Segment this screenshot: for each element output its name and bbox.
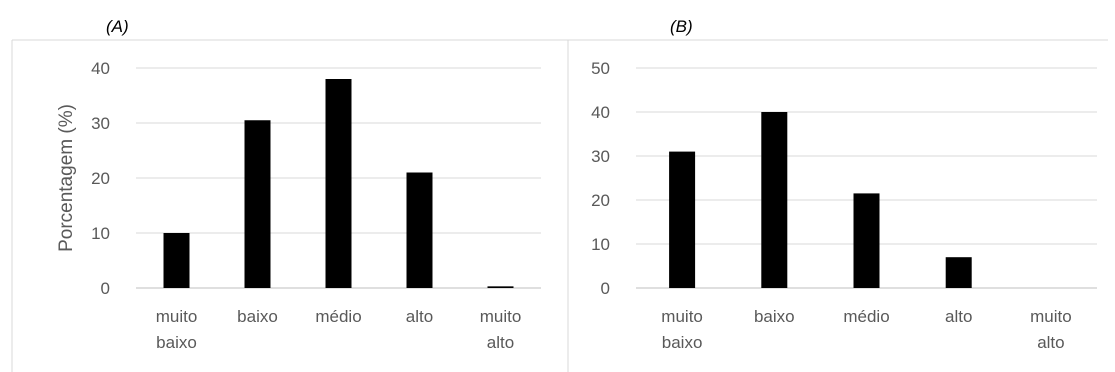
bar — [945, 257, 972, 288]
y-tick-label: 0 — [101, 279, 110, 298]
bar — [163, 233, 190, 288]
bar — [325, 79, 352, 288]
panels: (A) 0 10 20 30 40 Porcentagem (%) muito baixo bai… — [11, 17, 1108, 372]
y-tick-label: 10 — [91, 224, 110, 243]
chart-title: (B) — [670, 17, 693, 36]
x-tick-label: muito baixo — [156, 307, 198, 352]
y-tick-label: 30 — [91, 114, 110, 133]
y-tick-label: 20 — [591, 191, 610, 210]
y-tick-label: 30 — [591, 147, 610, 166]
chart-title: (A) — [106, 17, 129, 36]
x-tick-label: alto — [945, 307, 972, 326]
bar — [244, 120, 271, 288]
y-tick-label: 0 — [601, 279, 610, 298]
y-axis-label: Porcentagem (%) — [56, 104, 77, 252]
bar — [761, 112, 788, 288]
bar — [406, 172, 433, 288]
x-tick-label: muito baixo — [661, 307, 703, 352]
x-tick-label: baixo — [237, 307, 278, 326]
y-tick-label: 10 — [591, 235, 610, 254]
y-tick-label: 20 — [91, 169, 110, 188]
y-tick-label: 40 — [91, 59, 110, 78]
x-tick-label: muito alto — [1030, 307, 1072, 352]
bar — [487, 286, 514, 288]
bar — [669, 151, 696, 288]
x-tick-label: médio — [315, 307, 361, 326]
x-tick-label: médio — [843, 307, 889, 326]
y-tick-label: 50 — [591, 59, 610, 78]
x-tick-label: baixo — [754, 307, 795, 326]
chart-panel-b: (B) 0 10 20 30 40 50 muito baixo baixo médio alto mu… — [567, 17, 1108, 372]
bar — [853, 193, 880, 288]
y-tick-label: 40 — [591, 103, 610, 122]
chart-panel-a: (A) 0 10 20 30 40 Porcentagem (%) muito baixo bai… — [11, 17, 568, 372]
x-tick-label: muito alto — [480, 307, 522, 352]
x-tick-label: alto — [406, 307, 433, 326]
